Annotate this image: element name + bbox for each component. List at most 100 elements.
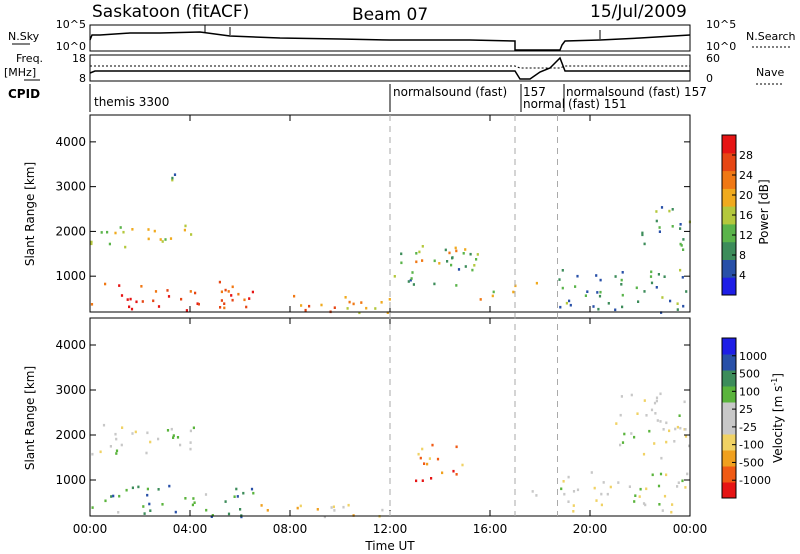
colorbar-tick-label: 8 [739,249,746,262]
power-cell [189,290,192,293]
vel-cell [623,432,626,436]
power-cell [183,228,186,232]
power-cell [462,252,465,255]
vel-cell [239,508,242,511]
power-cell [669,299,672,303]
vel-cell [157,437,160,441]
power-cell [167,295,171,298]
power-cell [597,307,600,311]
power-cell [169,237,173,240]
vel-cell [118,494,121,498]
power-cell [90,240,93,244]
power-cell [220,290,223,294]
power-cell [196,302,199,305]
power-y-axis: 1000 2000 3000 4000 [55,135,690,283]
power-cell [128,305,131,309]
power-cell [412,283,415,286]
y-tick-label: 3000 [55,180,86,194]
vel-cell [665,421,668,425]
power-cell [679,227,682,230]
power-cell [679,242,682,246]
x-tick-label: 04:00 [173,522,208,536]
power-cell [237,292,240,296]
vel-cell [260,504,263,507]
vel-cell [634,494,637,497]
power-colorbar-label: Power [dB] [757,179,771,244]
power-cell [668,209,671,213]
vel-cell [299,504,302,508]
power-cell [641,231,644,235]
power-cell [479,298,482,301]
vel-cell [567,475,570,479]
vel-cell [157,488,160,491]
power-cell [455,284,458,287]
power-cell [649,275,653,278]
power-cell [663,275,666,278]
vel-cell [316,508,319,511]
power-cell [380,301,383,304]
power-cell [559,305,562,309]
vel-cell [572,510,575,513]
colorbar-swatch [722,223,736,243]
colorbar-swatch [722,338,736,355]
power-cell [243,298,246,302]
power-cell [218,280,221,284]
power-cell [352,302,355,306]
vel-cell [172,436,175,439]
vel-cell [674,427,677,431]
power-cell [164,238,167,241]
power-cell [220,299,223,302]
velocity-colorbar: -1000 -500 -100 -25 25 100 500 1000 [721,337,771,499]
power-cell [599,290,602,294]
vel-cell [210,515,213,518]
vel-cell [192,426,195,430]
vel-cell [671,503,674,506]
power-cell [661,296,664,299]
vel-cell [572,490,576,493]
power-cell [660,311,663,314]
power-cell [446,260,449,263]
colorbar-swatch [722,450,736,467]
power-cell [147,228,150,231]
power-cell [159,238,162,241]
vel-cell [419,456,422,460]
power-cell [153,229,156,233]
x-tick-label: 00:00 [73,522,108,536]
vel-cell [120,443,123,447]
vel-cell [653,401,657,405]
vel-cell [421,447,424,451]
power-cell [584,294,587,297]
vel-cell [115,449,119,453]
vel-cell [148,502,151,506]
vel-cell [205,508,208,512]
vel-cell [645,487,648,491]
vel-cell [455,473,458,476]
cpid-row: CPID themis 3300 normalsound (fast) 157 … [8,84,707,112]
power-cell [131,228,134,231]
vel-cell [621,441,625,444]
vel-cell [531,490,534,493]
power-cell [118,284,121,287]
vel-cell [342,505,345,509]
y-tick-label: 3000 [55,383,86,397]
vel-cell [590,471,593,474]
vel-cell [651,473,654,477]
vel-cell [602,481,605,484]
power-cell [655,219,658,223]
vel-cell [91,452,94,456]
power-cell [100,231,103,234]
vel-cell [655,396,659,400]
power-cell [122,230,125,234]
power-cell [475,258,478,261]
colorbar-tick-label: -100 [739,439,764,452]
power-cell [492,290,495,294]
freq-unit-label: [MHz] [4,66,36,79]
power-cell [614,275,617,278]
power-cell [512,290,515,294]
nsearch-label: N.Search [746,30,796,43]
vel-cell [644,503,647,507]
cpid-segment: normalsound (fast) [393,85,507,99]
vel-cell [615,422,618,425]
freq-line [89,56,690,80]
